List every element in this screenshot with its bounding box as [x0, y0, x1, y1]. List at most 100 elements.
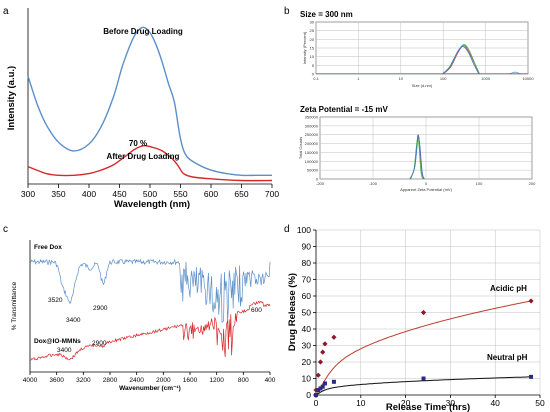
b-size-y-tick-label: 15 [310, 46, 315, 51]
d-y-tick-label: 30 [302, 341, 312, 351]
c-x-tick-label: 400 [265, 377, 276, 384]
b-size-y-tick-label: 30 [310, 20, 315, 25]
b-size-y-tick-label: 10 [310, 54, 315, 59]
d-acidic-point [528, 298, 534, 304]
d-neutral-point [322, 381, 327, 386]
c-free-dox-spectrum [29, 258, 271, 323]
c-loaded-label: Dox@IO-MMNs [34, 338, 81, 345]
d-neutral-point [421, 376, 426, 381]
d-neutral-fit-curve [315, 376, 531, 396]
d-neutral-label: Neutral pH [487, 353, 528, 362]
b-zeta-x-tick-label: -100 [369, 181, 378, 186]
d-neutral-point [529, 374, 534, 379]
d-y-tick-label: 90 [302, 242, 312, 252]
b-zeta-y-tick-label: 150000 [305, 150, 319, 155]
d-acidic-point [331, 334, 337, 340]
c-x-label: Wavenumber (cm⁻¹) [119, 385, 181, 392]
d-acidic-point [315, 372, 321, 378]
d-acidic-point [317, 359, 324, 365]
c-peak-3400-free: 3400 [66, 317, 81, 324]
a-after-loading-line [27, 144, 273, 182]
a-x-tick-label: 650 [234, 189, 248, 199]
chart-b-zeta: Zeta Potential = -15 mV -200 -100 0 100 2000… [298, 105, 536, 192]
d-y-tick-label: 20 [302, 357, 312, 367]
c-peak-3400-loaded: 3400 [57, 347, 72, 354]
b-size-x-tick-label: 100 [440, 76, 447, 81]
b-zeta-y-tick-label: 250000 [305, 132, 319, 137]
b-size-x-tick-label: 1000 [481, 76, 491, 81]
d-x-tick-label: 40 [490, 398, 500, 408]
d-y-tick-label: 60 [302, 291, 312, 301]
b-zeta-y-tick-label: 50000 [307, 168, 319, 173]
b-size-y-label: Intensity (Percent) [302, 31, 307, 64]
d-y-tick-label: 70 [302, 275, 312, 285]
d-x-tick-label: 30 [446, 398, 456, 408]
c-x-tick-label: 3200 [76, 377, 91, 384]
chart-d-release: 0 10 20 30 40 50 60 70 80 90 100 0 10 20 30 40 50 Drug R… [287, 225, 545, 412]
b-size-y-tick-label: 25 [310, 28, 315, 33]
c-loaded-spectrum [29, 300, 271, 361]
b-size-x-tick-label: 0.1 [313, 76, 319, 81]
d-y-tick-label: 80 [302, 258, 312, 268]
d-acidic-point [420, 309, 427, 316]
b-zeta-x-tick-label: 0 [425, 181, 428, 186]
panel-label-b: b [284, 6, 290, 17]
b-zeta-y-tick-label: 100000 [305, 159, 319, 164]
c-free-label: Free Dox [34, 244, 62, 251]
d-y-tick-label: 10 [302, 374, 312, 384]
d-y-tick-label: 100 [297, 225, 311, 235]
d-x-tick-label: 50 [535, 398, 545, 408]
b-size-title: Size = 300 nm [300, 10, 353, 19]
c-x-tick-label: 1600 [183, 377, 198, 384]
b-zeta-distribution-line [410, 134, 425, 180]
a-x-tick-label: 700 [265, 189, 279, 199]
b-size-x-label: Size (d.nm) [412, 83, 433, 88]
c-x-tick-label: 2800 [103, 377, 118, 384]
a-y-label: Intensity (a.u.) [6, 66, 17, 130]
b-zeta-y-label: Total Counts [298, 137, 303, 159]
d-y-tick-label: 50 [302, 308, 312, 318]
b-size-x-tick-label: 10000 [522, 76, 534, 81]
c-x-tick-label: 1200 [209, 377, 224, 384]
b-size-y-tick-label: 5 [312, 63, 315, 68]
b-zeta-x-label: Apparent Zeta Potential (mV) [400, 187, 452, 192]
b-zeta-x-tick-label: 100 [476, 181, 483, 186]
d-y-tick-label: 40 [302, 324, 312, 334]
a-after-annotation: After Drug Loading [107, 152, 180, 161]
d-acidic-label: Acidic pH [490, 284, 527, 293]
chart-a: 300 350 400 450 500 550 600 650 700 Intensity (a… [6, 8, 279, 210]
a-x-tick-label: 350 [51, 189, 65, 199]
a-percent-annotation: 70 % [129, 139, 147, 148]
c-peak-3520: 3520 [48, 297, 63, 304]
d-neutral-point [320, 384, 325, 389]
c-peak-2900-free: 2900 [93, 305, 108, 312]
b-zeta-y-tick-label: 0 [316, 177, 319, 182]
a-x-tick-label: 600 [204, 189, 218, 199]
c-x-tick-label: 2000 [156, 377, 171, 384]
c-x-tick-label: 3600 [49, 377, 64, 384]
panel-label-c: c [3, 224, 8, 235]
a-x-tick-label: 450 [112, 189, 126, 199]
d-x-tick-label: 0 [314, 398, 319, 408]
d-neutral-point [314, 393, 318, 397]
panel-label-a: a [3, 6, 9, 17]
b-size-x-tick-label: 10 [399, 76, 404, 81]
d-neutral-point [316, 388, 321, 393]
a-x-label: Wavelength (nm) [114, 199, 190, 210]
d-x-tick-label: 10 [356, 398, 366, 408]
d-y-label: Drug Release (%) [287, 273, 298, 351]
a-before-annotation: Before Drug Loading [103, 27, 183, 36]
d-x-tick-label: 20 [401, 398, 411, 408]
d-y-tick-label: 0 [306, 390, 311, 400]
a-x-tick-label: 500 [143, 189, 157, 199]
a-before-loading-line [27, 26, 272, 177]
c-y-label: % Transmittance [11, 281, 18, 330]
c-x-tick-label: 4000 [23, 377, 38, 384]
panel-label-d: d [284, 224, 290, 235]
d-neutral-point [331, 379, 336, 384]
b-zeta-x-tick-label: 200 [529, 181, 536, 186]
c-x-tick-label: 2400 [129, 377, 144, 384]
d-neutral-point [318, 386, 323, 391]
b-size-y-tick-label: 0 [312, 72, 315, 77]
